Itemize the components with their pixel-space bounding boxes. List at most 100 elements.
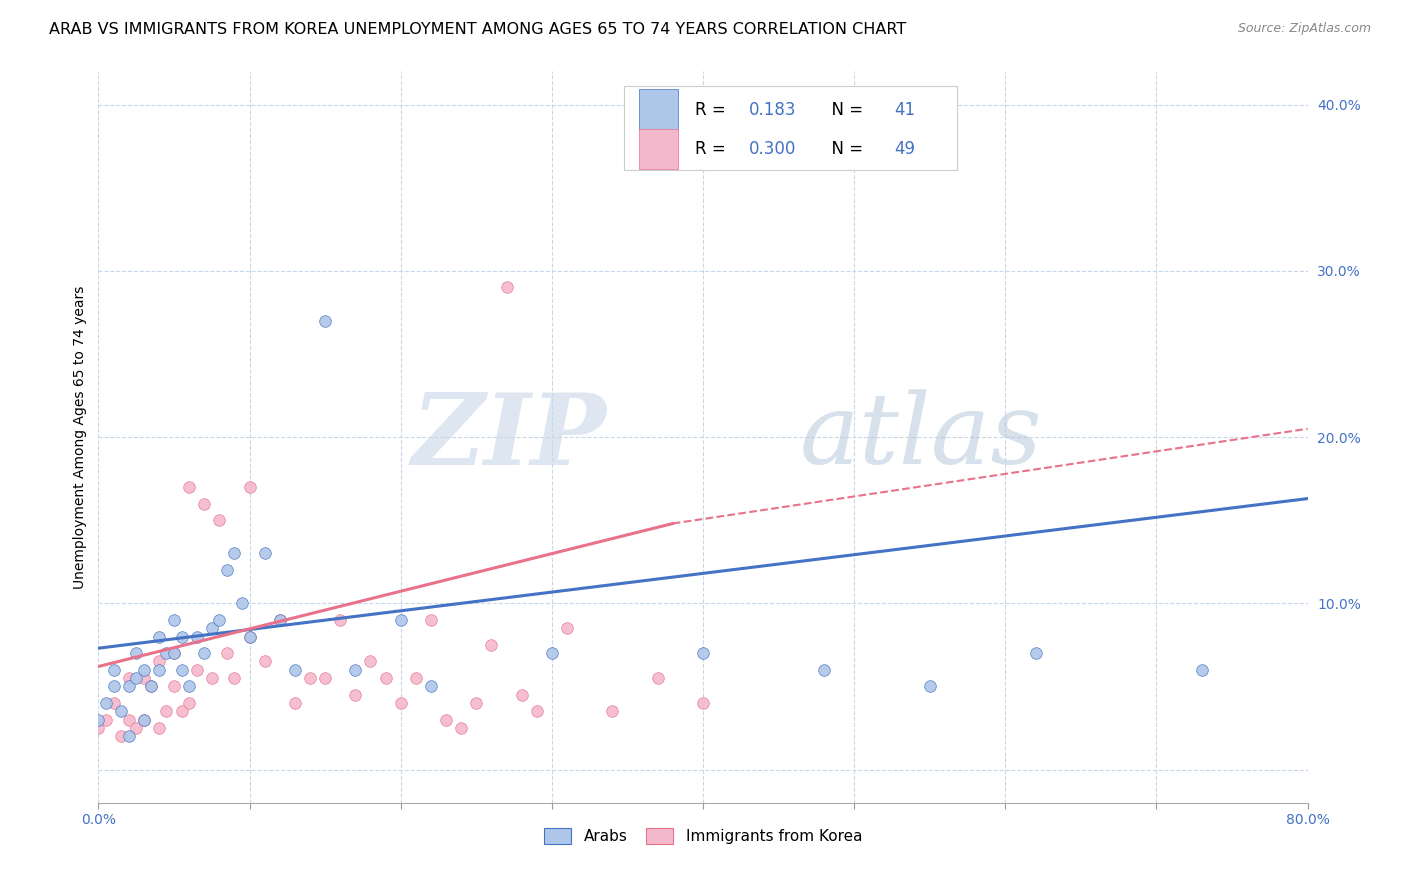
Point	[132, 713, 155, 727]
Text: 49: 49	[894, 140, 915, 158]
Point	[118, 671, 141, 685]
Text: N =: N =	[821, 140, 869, 158]
Point	[141, 680, 163, 694]
Point	[465, 696, 488, 710]
Point	[540, 646, 562, 660]
Point	[193, 497, 215, 511]
Point	[103, 696, 125, 710]
Point	[314, 671, 336, 685]
Point	[215, 646, 238, 660]
Text: N =: N =	[821, 101, 869, 119]
Point	[103, 663, 125, 677]
Point	[495, 280, 517, 294]
Point	[405, 671, 427, 685]
Point	[215, 563, 238, 577]
Point	[692, 646, 714, 660]
Point	[344, 663, 367, 677]
FancyBboxPatch shape	[638, 89, 678, 129]
Point	[186, 663, 208, 677]
Point	[389, 696, 412, 710]
Text: ZIP: ZIP	[412, 389, 606, 485]
Point	[420, 613, 443, 627]
Legend: Arabs, Immigrants from Korea: Arabs, Immigrants from Korea	[538, 822, 868, 850]
Text: R =: R =	[695, 101, 731, 119]
Point	[239, 480, 262, 494]
Text: 0.300: 0.300	[749, 140, 796, 158]
Point	[647, 671, 669, 685]
Text: 0.183: 0.183	[749, 101, 796, 119]
Point	[224, 671, 246, 685]
Point	[148, 721, 170, 735]
FancyBboxPatch shape	[638, 129, 678, 169]
Point	[141, 680, 163, 694]
Text: ARAB VS IMMIGRANTS FROM KOREA UNEMPLOYMENT AMONG AGES 65 TO 74 YEARS CORRELATION: ARAB VS IMMIGRANTS FROM KOREA UNEMPLOYME…	[49, 22, 907, 37]
Point	[284, 663, 307, 677]
Point	[269, 613, 291, 627]
Point	[231, 596, 253, 610]
Point	[163, 646, 186, 660]
Point	[170, 630, 193, 644]
Point	[94, 696, 117, 710]
Point	[389, 613, 412, 627]
Point	[1191, 663, 1213, 677]
Point	[155, 646, 177, 660]
Point	[692, 696, 714, 710]
FancyBboxPatch shape	[624, 86, 957, 170]
Point	[918, 680, 941, 694]
Text: R =: R =	[695, 140, 731, 158]
Point	[239, 630, 262, 644]
Point	[94, 713, 117, 727]
Point	[163, 680, 186, 694]
Point	[481, 638, 503, 652]
Point	[110, 729, 132, 743]
Point	[344, 688, 367, 702]
Point	[132, 663, 155, 677]
Y-axis label: Unemployment Among Ages 65 to 74 years: Unemployment Among Ages 65 to 74 years	[73, 285, 87, 589]
Point	[170, 663, 193, 677]
Point	[555, 621, 578, 635]
Text: Source: ZipAtlas.com: Source: ZipAtlas.com	[1237, 22, 1371, 36]
Point	[155, 705, 177, 719]
Point	[170, 705, 193, 719]
Point	[87, 713, 110, 727]
Point	[118, 713, 141, 727]
Point	[179, 480, 201, 494]
Point	[118, 729, 141, 743]
Point	[87, 721, 110, 735]
Point	[813, 663, 835, 677]
Point	[163, 646, 186, 660]
Point	[148, 655, 170, 669]
Point	[526, 705, 548, 719]
Point	[284, 696, 307, 710]
Point	[132, 713, 155, 727]
Point	[148, 630, 170, 644]
Point	[253, 655, 276, 669]
Point	[420, 680, 443, 694]
Point	[360, 655, 382, 669]
Point	[314, 314, 336, 328]
Point	[269, 613, 291, 627]
Point	[163, 613, 186, 627]
Point	[450, 721, 472, 735]
Point	[299, 671, 322, 685]
Point	[253, 546, 276, 560]
Point	[125, 671, 148, 685]
Point	[434, 713, 457, 727]
Point	[510, 688, 533, 702]
Point	[602, 705, 624, 719]
Text: atlas: atlas	[800, 390, 1042, 484]
Point	[193, 646, 215, 660]
Point	[208, 613, 231, 627]
Point	[329, 613, 352, 627]
Point	[103, 680, 125, 694]
Point	[224, 546, 246, 560]
Point	[179, 680, 201, 694]
Point	[1024, 646, 1046, 660]
Point	[208, 513, 231, 527]
Point	[148, 663, 170, 677]
Point	[118, 680, 141, 694]
Text: 41: 41	[894, 101, 915, 119]
Point	[179, 696, 201, 710]
Point	[125, 646, 148, 660]
Point	[239, 630, 262, 644]
